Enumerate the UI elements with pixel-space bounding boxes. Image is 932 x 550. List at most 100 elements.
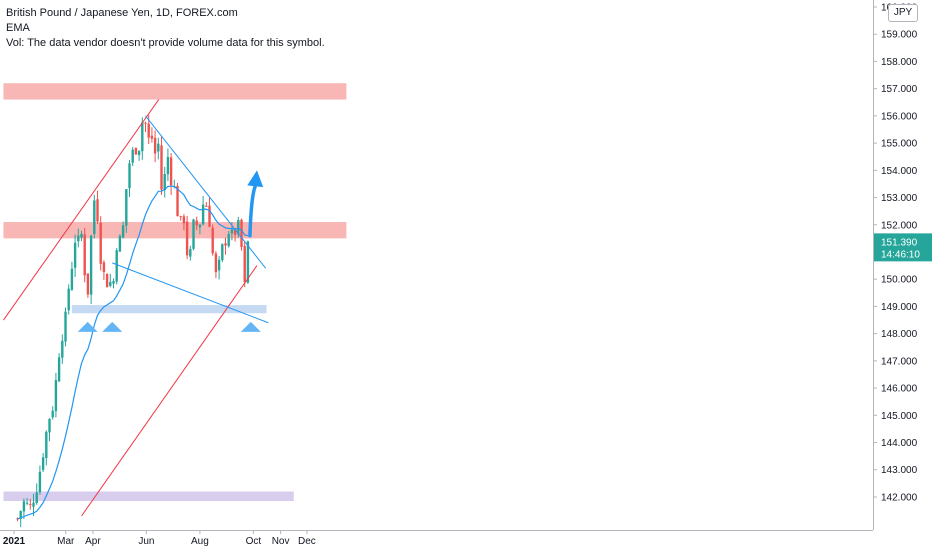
time-tick-label: Dec — [298, 536, 316, 547]
candle-up[interactable] — [80, 230, 83, 241]
candle-up[interactable] — [246, 240, 250, 284]
candle-up[interactable] — [61, 334, 64, 364]
candle-up[interactable] — [198, 224, 202, 235]
candle-up[interactable] — [118, 234, 122, 252]
currency-badge[interactable]: JPY — [888, 4, 918, 22]
candle-up[interactable] — [38, 465, 42, 495]
triangle-up-marker[interactable] — [77, 321, 98, 332]
candle-up[interactable] — [25, 497, 29, 506]
candle-up[interactable] — [19, 510, 22, 528]
candle-down[interactable] — [150, 127, 154, 143]
zone-blue[interactable] — [71, 305, 267, 314]
candle-down[interactable] — [160, 136, 163, 195]
candle-up[interactable] — [73, 234, 77, 277]
candle-up[interactable] — [32, 493, 35, 517]
candle-up[interactable] — [48, 418, 51, 442]
candle-body — [163, 174, 166, 191]
plot-area[interactable] — [3, 83, 347, 528]
candle-up[interactable] — [157, 137, 160, 160]
candle-up[interactable] — [109, 273, 112, 288]
candle-body — [217, 259, 221, 271]
trendline-blue[interactable] — [112, 262, 269, 324]
candle-down[interactable] — [16, 517, 19, 522]
candles[interactable] — [16, 114, 250, 528]
candle-up[interactable] — [163, 166, 166, 198]
zone-red[interactable] — [3, 222, 347, 239]
candle-up[interactable] — [112, 278, 115, 289]
candle-down[interactable] — [205, 202, 208, 207]
candle-down[interactable] — [86, 273, 90, 298]
candle-down[interactable] — [134, 147, 138, 155]
candle-up[interactable] — [35, 483, 38, 505]
candle-up[interactable] — [22, 498, 26, 519]
candle-up[interactable] — [115, 248, 118, 285]
candle-down[interactable] — [224, 237, 227, 255]
candle-up[interactable] — [54, 372, 58, 418]
zone-purple[interactable] — [3, 491, 294, 502]
candle-up[interactable] — [192, 218, 195, 251]
candle-up[interactable] — [70, 261, 74, 292]
trendline-red[interactable] — [3, 99, 160, 321]
candle-down[interactable] — [29, 498, 32, 510]
ema-line[interactable] — [17, 185, 249, 520]
candle-down[interactable] — [211, 224, 214, 256]
candle-down[interactable] — [214, 251, 218, 279]
candle-up[interactable] — [189, 245, 192, 261]
candle-body — [179, 216, 182, 218]
candle-down[interactable] — [83, 227, 86, 283]
candle-down[interactable] — [169, 152, 173, 195]
triangle-up-marker[interactable] — [240, 321, 261, 332]
candle-up[interactable] — [64, 307, 67, 347]
candle-up[interactable] — [131, 147, 134, 167]
candle-down[interactable] — [153, 130, 157, 163]
last-price-countdown: 14:46:10 — [881, 249, 920, 260]
candle-up[interactable] — [201, 196, 205, 226]
candle-down[interactable] — [96, 190, 99, 224]
candle-up[interactable] — [89, 234, 93, 305]
zone-red[interactable] — [3, 83, 347, 100]
price-tick-label: 158.000 — [881, 57, 918, 68]
candle-body — [48, 418, 51, 433]
legend-indicator[interactable]: EMA — [6, 22, 30, 34]
candle-down[interactable] — [240, 218, 243, 251]
candle-body — [38, 471, 42, 493]
candle-up[interactable] — [41, 453, 45, 473]
trendline-red[interactable] — [81, 265, 258, 517]
candle-up[interactable] — [166, 148, 170, 182]
time-axis[interactable]: 2021 Mar Apr Jun Aug Oct Nov Dec — [0, 530, 932, 550]
candle-up[interactable] — [227, 230, 230, 248]
candle-down[interactable] — [102, 260, 106, 281]
candle-up[interactable] — [93, 194, 96, 239]
candle-down[interactable] — [185, 215, 189, 260]
candle-body — [105, 273, 109, 288]
candle-down[interactable] — [182, 214, 186, 231]
candle-down[interactable] — [208, 197, 211, 228]
up-arrow[interactable] — [247, 170, 264, 238]
time-tick-label: Oct — [246, 536, 262, 547]
candle-up[interactable] — [77, 228, 80, 248]
price-axis[interactable]: 160.000159.000158.000157.000156.000155.0… — [873, 0, 932, 550]
candle-down[interactable] — [195, 216, 198, 231]
candle-up[interactable] — [141, 117, 144, 160]
candle-up[interactable] — [125, 189, 128, 233]
trendline-blue[interactable] — [145, 115, 267, 269]
candle-up[interactable] — [137, 150, 141, 161]
candle-down[interactable] — [179, 215, 182, 221]
candle-up[interactable] — [57, 353, 61, 383]
candle-body — [166, 156, 170, 175]
candle-up[interactable] — [128, 160, 131, 198]
triangle-up-marker[interactable] — [102, 321, 123, 332]
candle-up[interactable] — [121, 221, 125, 239]
candle-up[interactable] — [51, 406, 54, 420]
candle-down[interactable] — [99, 216, 102, 271]
candle-down[interactable] — [144, 121, 147, 133]
candle-down[interactable] — [105, 273, 109, 288]
candle-up[interactable] — [67, 284, 70, 315]
candle-up[interactable] — [217, 256, 221, 280]
candle-up[interactable] — [45, 430, 48, 466]
candle-up[interactable] — [221, 243, 224, 263]
candle-down[interactable] — [243, 240, 246, 288]
